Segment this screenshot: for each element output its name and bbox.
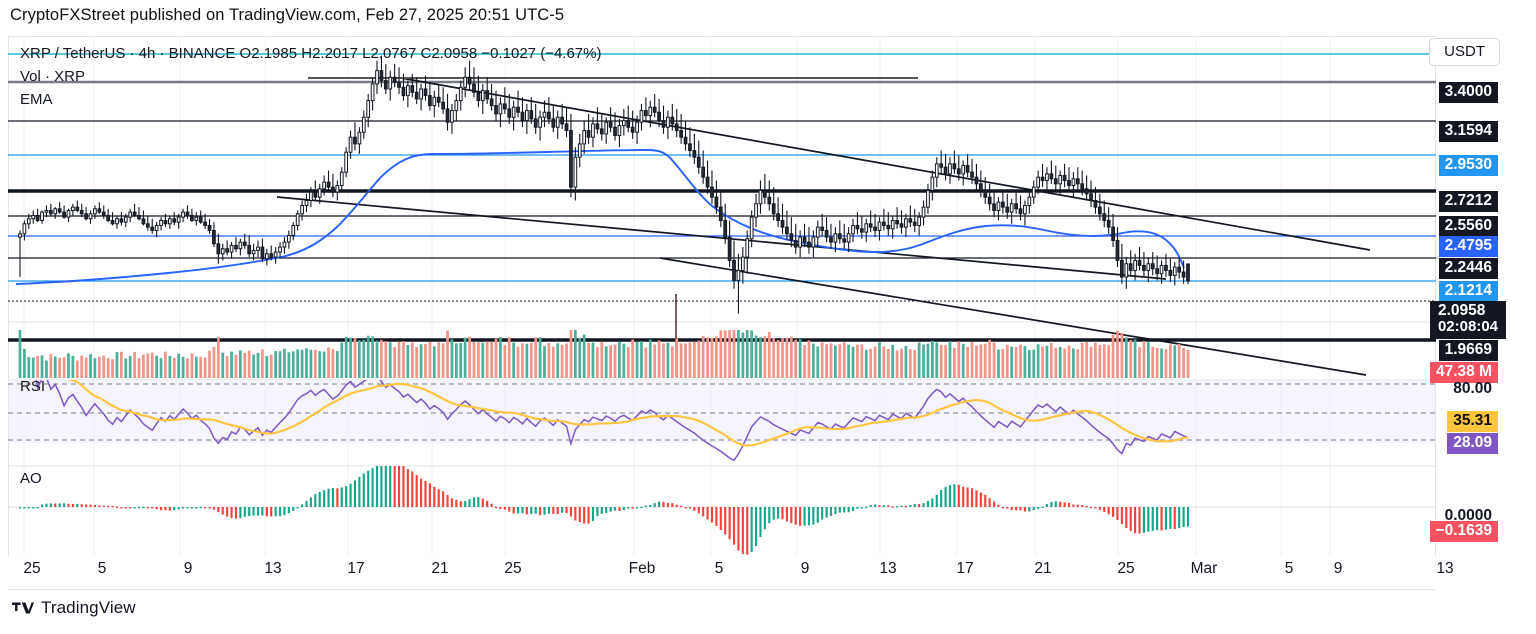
volume-series bbox=[18, 330, 1190, 378]
bar-countdown: 02:08:04 bbox=[1437, 318, 1498, 336]
rsi-series bbox=[35, 380, 1189, 462]
tradingview-branding: TradingView bbox=[12, 598, 136, 618]
time-axis[interactable]: 25 5 9 13 17 21 25 Feb 5 9 13 17 21 25 Mar 5 9 13 bbox=[8, 556, 1454, 590]
price-scale-divider bbox=[1435, 36, 1436, 556]
ema-line bbox=[15, 149, 1185, 285]
price-axis-label-3.4000[interactable]: 3.4000 bbox=[1438, 82, 1498, 104]
time-axis-tick: 5 bbox=[97, 560, 107, 577]
ema-legend[interactable]: EMA bbox=[20, 91, 53, 108]
candlestick-series bbox=[18, 55, 1190, 314]
price-axis-label-2.2446[interactable]: 2.2446 bbox=[1438, 258, 1498, 280]
tradingview-brand-text: TradingView bbox=[41, 598, 136, 617]
rsi-axis-label-80.00[interactable]: 80.00 bbox=[1453, 380, 1492, 397]
chart-canvas bbox=[8, 36, 1436, 556]
symbol-legend[interactable]: XRP / TetherUS · 4h · BINANCE O2.1985 H2… bbox=[20, 45, 602, 62]
trendline-lower bbox=[659, 257, 1367, 376]
price-axis-label-2.1214[interactable]: 2.1214 bbox=[1438, 281, 1498, 303]
ao-axis-label-−0.1639[interactable]: −0.1639 bbox=[1429, 521, 1498, 543]
volume-axis-label[interactable]: 47.38 M bbox=[1429, 362, 1498, 384]
price-axis-label-3.1594[interactable]: 3.1594 bbox=[1438, 121, 1498, 143]
pane-separators bbox=[8, 321, 1436, 467]
trendlines bbox=[276, 77, 1371, 376]
time-axis-tick: Feb bbox=[628, 560, 656, 577]
price-axis-label-2.9530[interactable]: 2.9530 bbox=[1438, 155, 1498, 177]
ao-axis-label-0.0000[interactable]: 0.0000 bbox=[1444, 507, 1492, 524]
rsi-axis-label-35.31[interactable]: 35.31 bbox=[1447, 411, 1498, 433]
chart-frame bbox=[8, 36, 1436, 556]
time-axis-tick: 25 bbox=[1117, 560, 1135, 577]
time-axis-tick: 5 bbox=[714, 560, 724, 577]
time-axis-tick: 13 bbox=[264, 560, 282, 577]
rsi-legend[interactable]: RSI bbox=[20, 378, 46, 395]
time-axis-tick: 25 bbox=[504, 560, 522, 577]
time-axis-tick: 9 bbox=[800, 560, 810, 577]
time-axis-tick: 13 bbox=[1436, 560, 1454, 577]
price-axis-label-2.5560[interactable]: 2.5560 bbox=[1438, 216, 1498, 238]
time-axis-tick: 13 bbox=[879, 560, 897, 577]
tradingview-logo-icon bbox=[12, 602, 34, 614]
time-axis-tick: 5 bbox=[1284, 560, 1294, 577]
time-axis-tick: 9 bbox=[183, 560, 193, 577]
time-axis-tick: 17 bbox=[956, 560, 974, 577]
price-axis-label-2.7212[interactable]: 2.7212 bbox=[1438, 191, 1498, 213]
vertical-gridlines bbox=[23, 36, 1331, 556]
time-axis-tick: 17 bbox=[347, 560, 365, 577]
time-axis-tick: 21 bbox=[431, 560, 449, 577]
price-axis[interactable]: 3.4000 3.1594 2.9530 2.7212 2.5560 2.4795 2.24… bbox=[1429, 36, 1536, 556]
current-price-label[interactable]: 2.0958 02:08:04 bbox=[1429, 301, 1506, 340]
publisher-attribution: CryptoFXStreet published on TradingView.… bbox=[10, 6, 565, 24]
current-price-value: 2.0958 bbox=[1437, 302, 1486, 319]
rsi-bands bbox=[8, 383, 1436, 441]
price-axis-label-2.4795[interactable]: 2.4795 bbox=[1438, 236, 1498, 258]
rsi-axis-label-28.09[interactable]: 28.09 bbox=[1447, 433, 1498, 455]
time-axis-tick: Mar bbox=[1190, 560, 1218, 577]
volume-legend[interactable]: Vol · XRP bbox=[20, 68, 86, 85]
ao-legend[interactable]: AO bbox=[20, 470, 42, 487]
trendline-mid bbox=[276, 196, 1167, 280]
quote-currency-badge[interactable]: USDT bbox=[1429, 38, 1500, 66]
time-axis-tick: 21 bbox=[1034, 560, 1052, 577]
time-axis-tick: 9 bbox=[1333, 560, 1343, 577]
price-axis-label-1.9669[interactable]: 1.9669 bbox=[1438, 340, 1498, 362]
awesome-oscillator-series bbox=[18, 466, 1190, 555]
time-axis-tick: 25 bbox=[23, 560, 41, 577]
